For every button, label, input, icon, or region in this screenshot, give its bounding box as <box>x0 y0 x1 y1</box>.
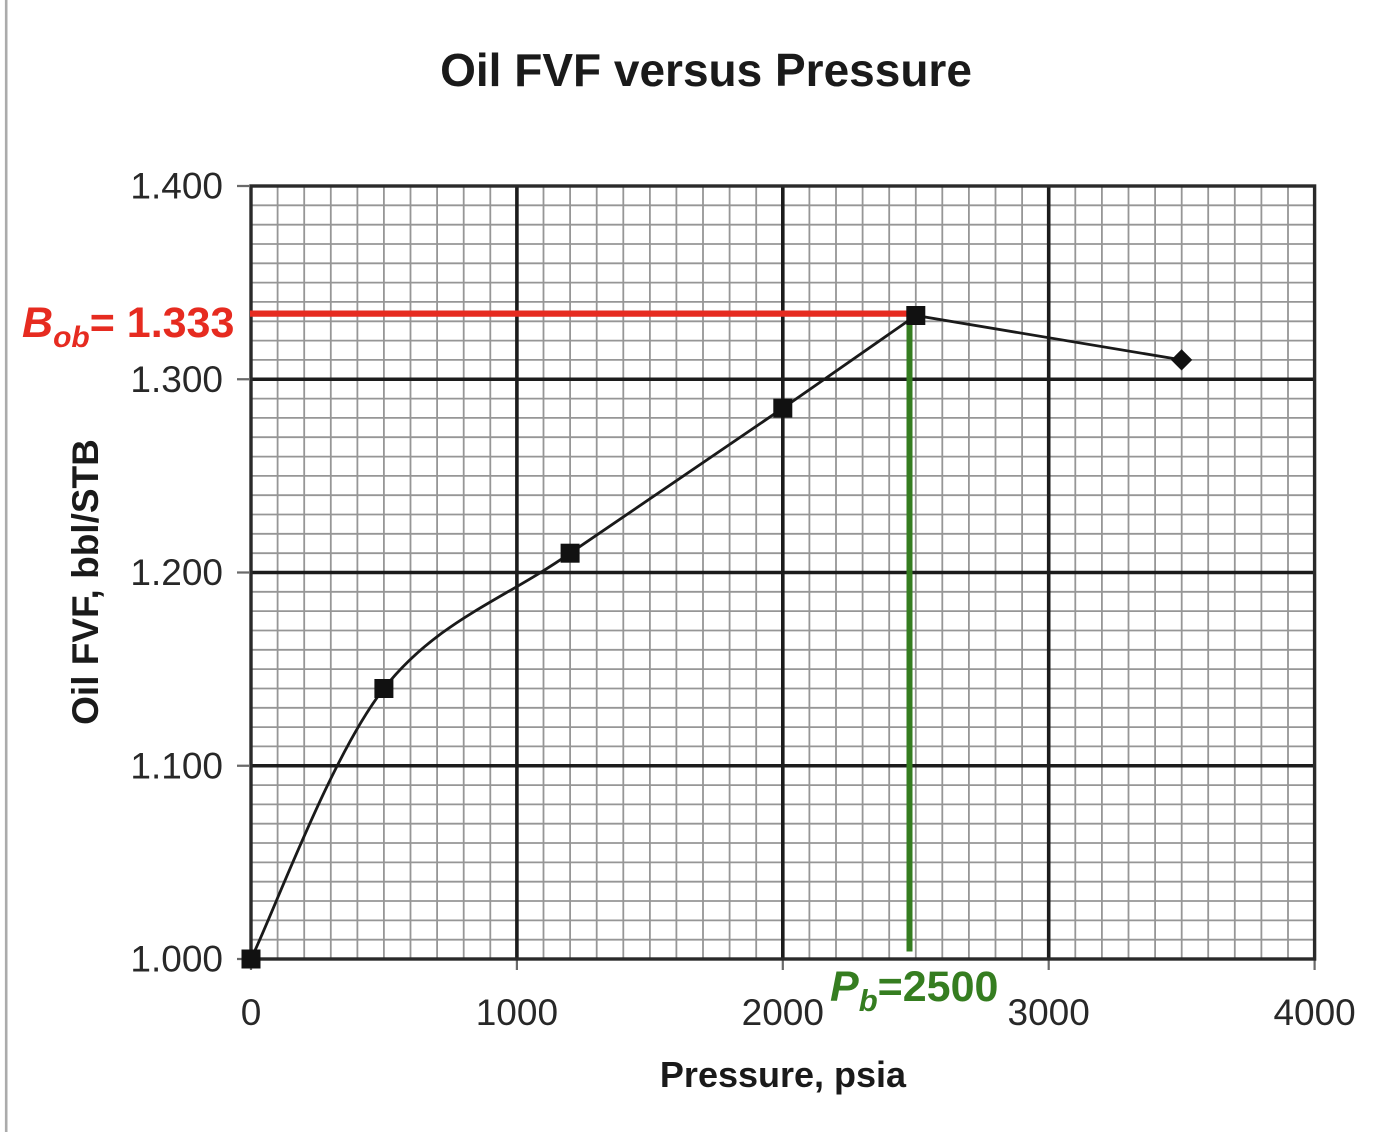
svg-text:2000: 2000 <box>742 992 824 1033</box>
svg-text:Oil FVF, bbl/STB: Oil FVF, bbl/STB <box>65 439 106 725</box>
svg-text:1000: 1000 <box>476 992 558 1033</box>
svg-text:Bob= 1.333: Bob= 1.333 <box>22 299 234 354</box>
svg-text:Pressure, psia: Pressure, psia <box>660 1054 907 1095</box>
svg-text:1.400: 1.400 <box>130 166 223 207</box>
svg-text:1.300: 1.300 <box>130 359 223 400</box>
svg-text:1.200: 1.200 <box>130 552 223 593</box>
svg-text:Pb=2500: Pb=2500 <box>830 963 998 1018</box>
svg-text:1.000: 1.000 <box>130 939 223 980</box>
svg-text:1.100: 1.100 <box>130 745 223 786</box>
svg-text:3000: 3000 <box>1008 992 1090 1033</box>
svg-text:Oil FVF versus Pressure: Oil FVF versus Pressure <box>440 44 972 96</box>
svg-text:4000: 4000 <box>1273 992 1355 1033</box>
svg-text:0: 0 <box>241 992 262 1033</box>
